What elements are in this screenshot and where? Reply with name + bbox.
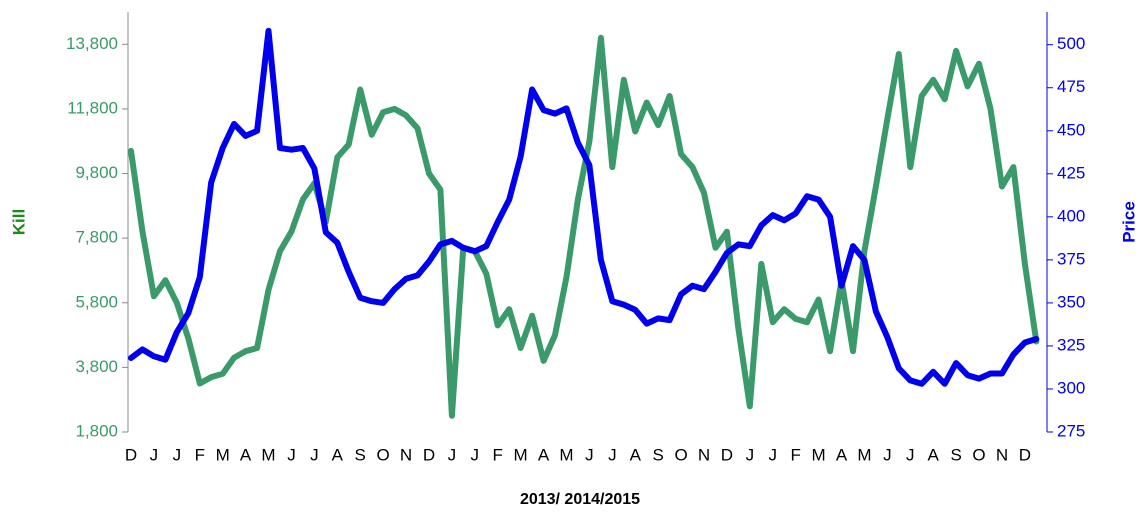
y2-tick-label: 275: [1057, 421, 1085, 440]
x-tick-label: O: [972, 445, 985, 464]
x-tick-label: D: [1019, 445, 1031, 464]
y-tick-label: 13,800: [66, 34, 118, 53]
y-tick-label: 7,800: [75, 228, 118, 247]
y2-tick-label: 450: [1057, 120, 1085, 139]
x-tick-label: M: [216, 445, 230, 464]
x-tick-label: J: [287, 445, 296, 464]
y2-tick-label: 375: [1057, 249, 1085, 268]
x-tick-label: O: [674, 445, 687, 464]
x-tick-label: F: [195, 445, 205, 464]
y-tick-label: 9,800: [75, 163, 118, 182]
x-tick-label: N: [996, 445, 1008, 464]
x-tick-label: F: [493, 445, 503, 464]
x-tick-label: M: [857, 445, 871, 464]
x-tick-label: J: [310, 445, 319, 464]
x-tick-label: J: [883, 445, 892, 464]
y2-tick-label: 500: [1057, 34, 1085, 53]
y-axis-label: Kill: [9, 209, 28, 235]
y-tick-label: 3,800: [75, 357, 118, 376]
x-tick-label: S: [950, 445, 961, 464]
x-tick-label: N: [400, 445, 412, 464]
x-tick-label: J: [150, 445, 159, 464]
x-tick-label: A: [630, 445, 642, 464]
y2-tick-label: 350: [1057, 292, 1085, 311]
x-tick-label: J: [608, 445, 617, 464]
x-tick-label: M: [812, 445, 826, 464]
x-tick-label: F: [790, 445, 800, 464]
line-series: [128, 34, 1040, 419]
y2-tick-label: 400: [1057, 206, 1085, 225]
x-tick-label: M: [559, 445, 573, 464]
x-tick-label: J: [173, 445, 182, 464]
x-tick-label: S: [652, 445, 663, 464]
x-tick-label: A: [240, 445, 252, 464]
x-tick-label: A: [538, 445, 550, 464]
x-tick-label: A: [928, 445, 940, 464]
x-tick-label: S: [355, 445, 366, 464]
y-tick-label: 5,800: [75, 292, 118, 311]
x-tick-label: N: [698, 445, 710, 464]
y2-tick-label: 425: [1057, 163, 1085, 182]
x-tick-label: J: [906, 445, 915, 464]
y2-tick-label: 300: [1057, 378, 1085, 397]
x-axis-label: 2013/ 2014/2015: [520, 491, 640, 508]
x-tick-label: J: [471, 445, 480, 464]
x-tick-label: A: [836, 445, 848, 464]
x-tick-label: J: [585, 445, 594, 464]
x-tick-label: D: [125, 445, 137, 464]
x-tick-label: D: [721, 445, 733, 464]
y2-tick-label: 475: [1057, 77, 1085, 96]
x-tick-label: D: [423, 445, 435, 464]
y-tick-label: 1,800: [75, 421, 118, 440]
x-tick-label: A: [332, 445, 344, 464]
line-series: [128, 27, 1040, 387]
y2-tick-label: 325: [1057, 335, 1085, 354]
x-tick-label: J: [769, 445, 778, 464]
x-tick-label: O: [377, 445, 390, 464]
x-tick-label: J: [746, 445, 755, 464]
x-tick-label: J: [448, 445, 457, 464]
x-tick-label: M: [514, 445, 528, 464]
x-tick-label: M: [261, 445, 275, 464]
y-tick-label: 11,800: [67, 98, 118, 117]
y2-axis-label: Price: [1119, 201, 1138, 243]
